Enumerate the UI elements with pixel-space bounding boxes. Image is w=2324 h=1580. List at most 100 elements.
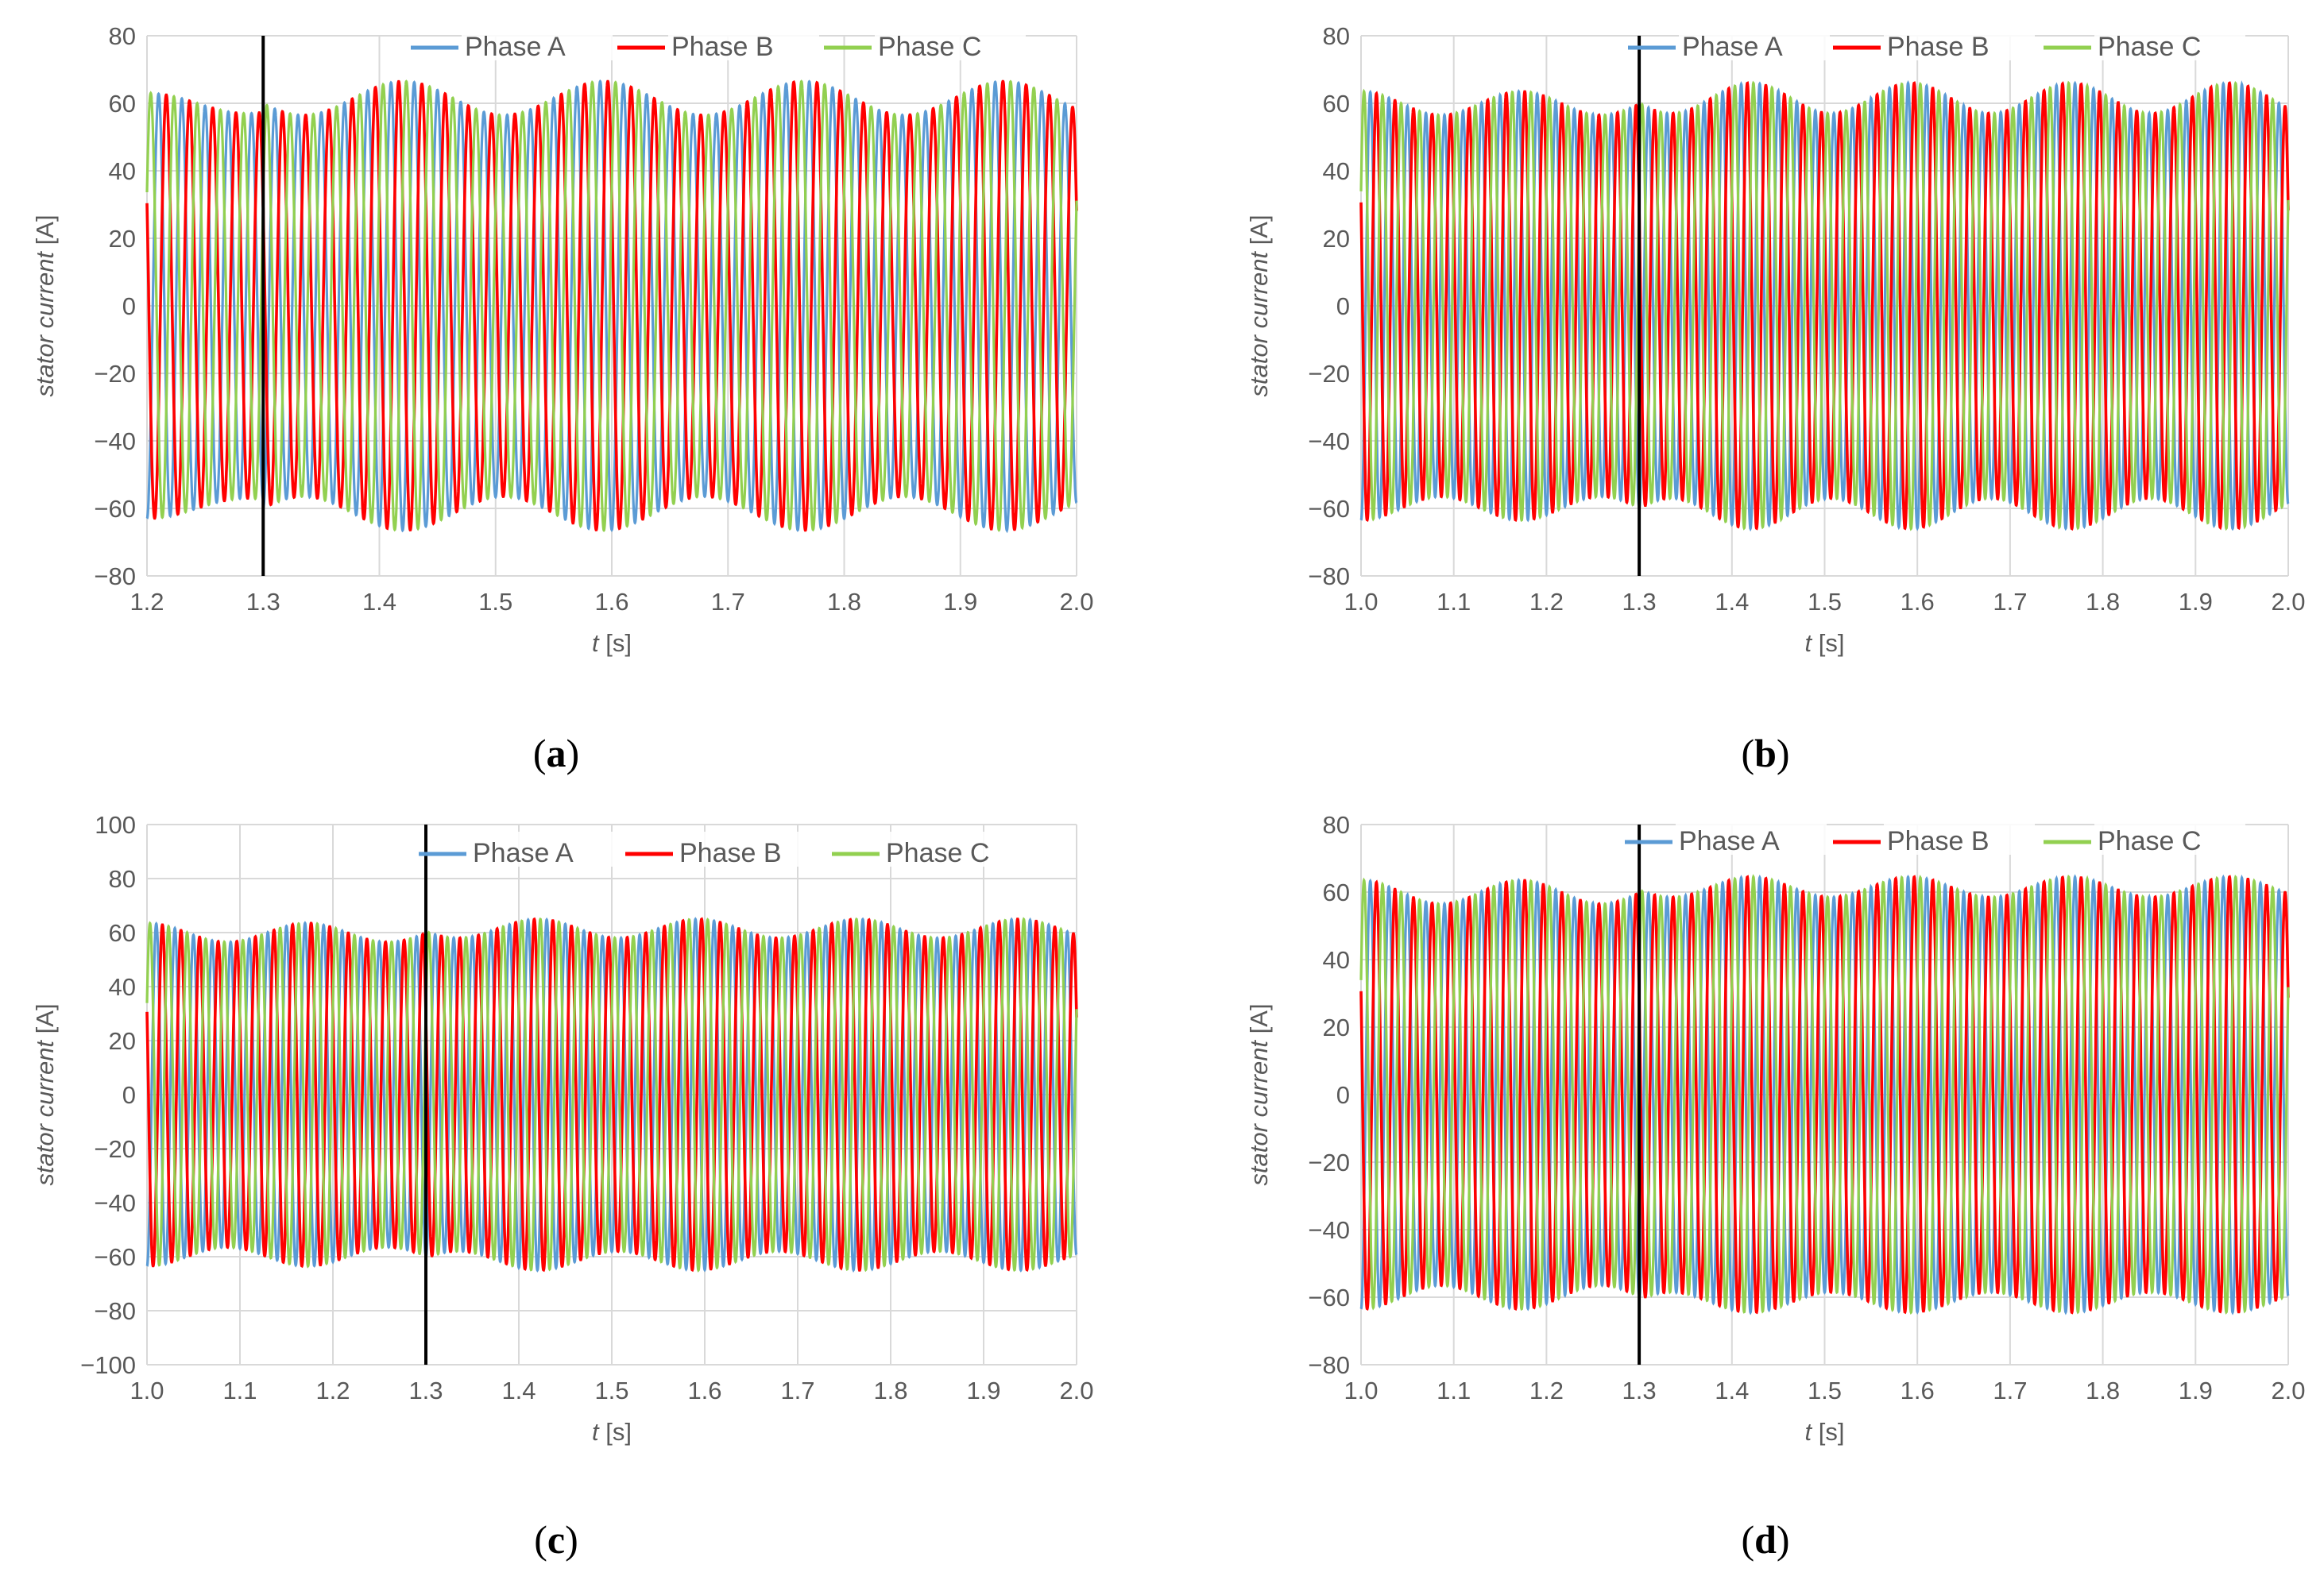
y-tick-label: −40: [1308, 427, 1350, 455]
caption-letter: c: [547, 1517, 565, 1562]
legend-label-phase-a: Phase A: [1682, 32, 1783, 62]
x-tick-label: 1.1: [1437, 1377, 1471, 1404]
caption-close: ): [1777, 731, 1790, 775]
y-tick-label: 40: [1323, 946, 1350, 974]
chart-panel-d: 80 60 40 20 0 −20 −40 −60 −801.0 1.1 1.2 1.3 1.4 1.5 1…: [1245, 811, 2306, 1562]
legend-label-phase-b: Phase B: [1887, 32, 1990, 62]
x-tick-label: 1.4: [501, 1377, 536, 1404]
legend-label-backdrop: [1676, 820, 1827, 855]
x-tick-label: 1.1: [1437, 588, 1471, 616]
y-tick-label: 20: [109, 1027, 136, 1055]
y-tick-label: −40: [94, 1189, 136, 1217]
y-tick-label: 80: [1323, 811, 1350, 839]
y-tick-label: 20: [1323, 1014, 1350, 1041]
y-tick-label: 80: [109, 865, 136, 893]
caption-close: ): [1777, 1517, 1790, 1562]
x-tick-label: 1.8: [873, 1377, 907, 1404]
x-axis-label: t [s]: [1805, 1418, 1845, 1446]
y-tick-label: −40: [1308, 1216, 1350, 1244]
x-tick-label: 1.0: [1344, 588, 1378, 616]
x-tick-label: 1.5: [1808, 1377, 1842, 1404]
y-axis-label-unit: [A]: [1245, 214, 1273, 245]
x-tick-label: 1.7: [1993, 1377, 2027, 1404]
x-tick-label: 1.4: [1715, 588, 1749, 616]
x-tick-label: 1.9: [943, 588, 977, 616]
chart-panel-b: 80 60 40 20 0 −20 −40 −60 −801.0 1.1 1.2 1.3 1.4 1.5 1…: [1245, 22, 2306, 775]
legend-label-backdrop: [2094, 25, 2245, 60]
y-tick-label: −60: [94, 495, 136, 523]
y-tick-label: −20: [1308, 360, 1350, 388]
x-tick-label: 1.3: [1622, 1377, 1657, 1404]
x-tick-label: 1.9: [2179, 588, 2213, 616]
y-tick-label: −20: [1308, 1149, 1350, 1176]
legend-label-backdrop: [1679, 25, 1830, 60]
x-tick-label: 1.3: [1622, 588, 1657, 616]
caption-close: ): [566, 731, 580, 775]
x-axis-label-var: t: [592, 1418, 600, 1446]
y-tick-label: −80: [94, 562, 136, 590]
caption-open: (: [533, 731, 547, 775]
x-tick-label: 2.0: [2271, 1377, 2305, 1404]
legend-label-phase-c: Phase C: [878, 32, 981, 62]
x-tick-label: 1.6: [594, 588, 628, 616]
y-tick-label: −80: [94, 1297, 136, 1325]
x-axis-label: t [s]: [592, 629, 632, 657]
series-line-phase-c: [1359, 80, 2290, 531]
caption-letter: d: [1754, 1517, 1777, 1562]
y-tick-label: −100: [80, 1351, 136, 1379]
x-axis-label-unit: [s]: [1812, 1418, 1844, 1446]
x-tick-label: 1.9: [2179, 1377, 2213, 1404]
y-tick-label: 20: [109, 225, 136, 253]
chart-panel-a: 80 60 40 20 0 −20 −40 −60 −801.2 1.3 1.4 1.5 1.6 1.7 1…: [31, 22, 1094, 775]
legend-label-backdrop: [462, 25, 613, 60]
y-axis-label-text: stator current: [1245, 1033, 1273, 1185]
legend-label-phase-c: Phase C: [2098, 32, 2201, 62]
legend-label-backdrop: [676, 832, 827, 867]
panel-caption: (b): [1741, 731, 1789, 775]
y-tick-label: −20: [94, 360, 136, 388]
caption-letter: b: [1754, 731, 1777, 775]
legend-label-phase-a: Phase A: [465, 32, 566, 62]
legend-label-backdrop: [875, 25, 1026, 60]
panel-caption: (c): [534, 1517, 578, 1562]
x-tick-label: 1.4: [362, 588, 396, 616]
y-tick-label: 0: [122, 1081, 136, 1109]
y-tick-label: 60: [109, 919, 136, 947]
legend-label-phase-a: Phase A: [473, 838, 574, 868]
x-tick-label: 1.8: [2086, 1377, 2120, 1404]
caption-close: ): [565, 1517, 578, 1562]
x-axis-label: t [s]: [592, 1418, 632, 1446]
y-axis-label-text: stator current: [1245, 245, 1273, 396]
x-tick-label: 1.5: [1808, 588, 1842, 616]
y-tick-label: 80: [1323, 22, 1350, 50]
x-tick-label: 1.7: [711, 588, 745, 616]
y-tick-label: −60: [94, 1243, 136, 1271]
legend-label-backdrop: [1884, 820, 2035, 855]
y-tick-label: −60: [1308, 1284, 1350, 1312]
caption-open: (: [1741, 1517, 1754, 1562]
x-tick-label: 1.0: [1344, 1377, 1378, 1404]
x-tick-label: 1.6: [1901, 1377, 1935, 1404]
legend-label-phase-c: Phase C: [2098, 826, 2201, 856]
x-tick-label: 1.1: [222, 1377, 257, 1404]
y-tick-label: 100: [95, 811, 136, 839]
x-axis-label-unit: [s]: [599, 629, 632, 657]
series-line-phase-c: [145, 917, 1078, 1273]
x-tick-label: 1.5: [478, 588, 512, 616]
x-tick-label: 1.2: [315, 1377, 350, 1404]
x-tick-label: 1.2: [1529, 1377, 1564, 1404]
y-tick-label: −60: [1308, 495, 1350, 523]
x-tick-label: 1.4: [1715, 1377, 1749, 1404]
series-line-phase-c: [1359, 874, 2290, 1315]
panel-caption: (a): [533, 731, 579, 775]
y-axis-label-unit: [A]: [1245, 1003, 1273, 1033]
x-axis-label-var: t: [592, 629, 600, 657]
x-tick-label: 1.7: [780, 1377, 814, 1404]
y-tick-label: 60: [109, 90, 136, 118]
y-tick-label: 80: [109, 22, 136, 50]
y-axis-label: stator current [A]: [1245, 214, 1273, 396]
caption-open: (: [534, 1517, 547, 1562]
y-tick-label: −80: [1308, 562, 1350, 590]
